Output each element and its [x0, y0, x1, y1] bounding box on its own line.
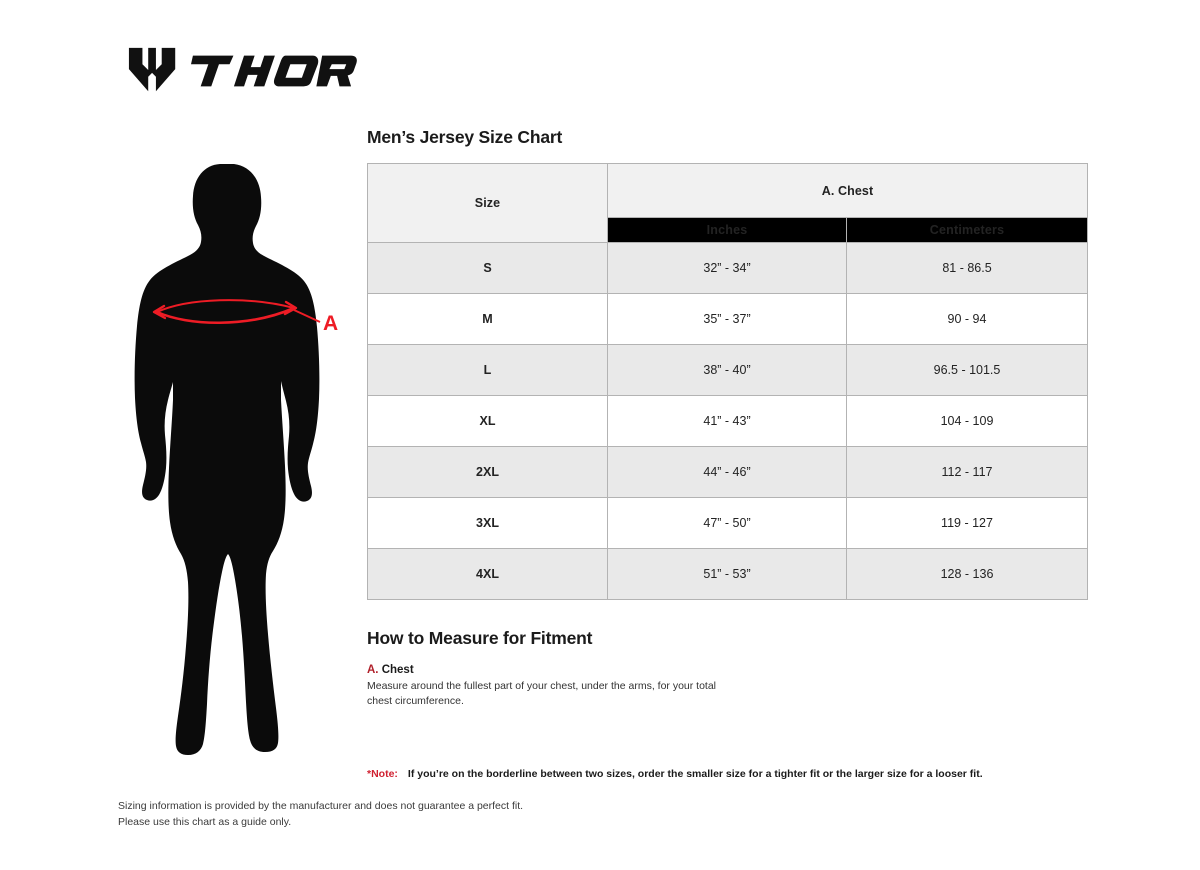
table-row: 4XL 51” - 53” 128 - 136 — [367, 548, 1089, 601]
how-to-measure-title: How to Measure for Fitment — [367, 628, 593, 649]
cell-size: 3XL — [367, 497, 608, 550]
measure-item-chest: A. Chest Measure around the fullest part… — [367, 664, 1087, 709]
table-header: Size A. Chest Inches Centimeters — [367, 163, 1089, 244]
cell-cm: 112 - 117 — [845, 446, 1089, 499]
table-row: L 38” - 40” 96.5 - 101.5 — [367, 344, 1089, 397]
brand-logo — [127, 42, 357, 100]
cell-size: 4XL — [367, 548, 608, 601]
measure-item-key: A. — [367, 664, 379, 677]
cell-size: 2XL — [367, 446, 608, 499]
thor-wordmark — [191, 55, 357, 87]
measure-item-description: Measure around the fullest part of your … — [367, 680, 717, 708]
cell-size: XL — [367, 395, 608, 448]
size-chart-table: Size A. Chest Inches Centimeters S 32” -… — [367, 163, 1089, 601]
cell-cm: 104 - 109 — [845, 395, 1089, 448]
measure-item-label: A. Chest — [367, 664, 1087, 676]
cell-size: M — [367, 293, 608, 346]
column-header-centimeters: Centimeters — [845, 217, 1089, 244]
cell-cm: 96.5 - 101.5 — [845, 344, 1089, 397]
measure-item-name: Chest — [381, 664, 414, 677]
column-header-size: Size — [367, 163, 608, 244]
cell-inches: 51” - 53” — [607, 548, 847, 601]
cell-size: S — [367, 242, 608, 295]
table-row: M 35” - 37” 90 - 94 — [367, 293, 1089, 346]
note-label: *Note: — [367, 768, 398, 780]
disclaimer: Sizing information is provided by the ma… — [118, 798, 523, 831]
chest-callout-label: A — [323, 312, 338, 335]
cell-cm: 128 - 136 — [845, 548, 1089, 601]
disclaimer-line-2: Please use this chart as a guide only. — [118, 816, 292, 829]
table-row: S 32” - 34” 81 - 86.5 — [367, 242, 1089, 295]
cell-inches: 41” - 43” — [607, 395, 847, 448]
cell-cm: 90 - 94 — [845, 293, 1089, 346]
male-figure-silhouette: A — [134, 164, 338, 755]
cell-inches: 44” - 46” — [607, 446, 847, 499]
table-row: XL 41” - 43” 104 - 109 — [367, 395, 1089, 448]
cell-size: L — [367, 344, 608, 397]
cell-inches: 35” - 37” — [607, 293, 847, 346]
cell-inches: 38” - 40” — [607, 344, 847, 397]
table-row: 3XL 47” - 50” 119 - 127 — [367, 497, 1089, 550]
note-line: *Note: If you’re on the borderline betwee… — [367, 768, 983, 780]
table-body: S 32” - 34” 81 - 86.5 M 35” - 37” 90 - 9… — [367, 242, 1089, 601]
page-title: Men’s Jersey Size Chart — [367, 127, 563, 147]
column-header-chest-group: A. Chest — [606, 163, 1089, 219]
how-to-measure-section: How to Measure for Fitment A. Chest Meas… — [367, 628, 1087, 709]
note-text: If you’re on the borderline between two … — [407, 768, 983, 780]
cell-cm: 119 - 127 — [845, 497, 1089, 550]
disclaimer-line-1: Sizing information is provided by the ma… — [118, 800, 524, 812]
table-row: 2XL 44” - 46” 112 - 117 — [367, 446, 1089, 499]
cell-cm: 81 - 86.5 — [845, 242, 1089, 295]
cell-inches: 47” - 50” — [607, 497, 847, 550]
body-silhouette-illustration: A — [118, 160, 348, 760]
cell-inches: 32” - 34” — [607, 242, 847, 295]
thor-shield-icon — [128, 47, 176, 92]
chest-measure-line — [152, 299, 321, 325]
size-chart-content: Men’s Jersey Size Chart Size A. Chest In… — [367, 127, 1089, 710]
column-header-inches: Inches — [607, 217, 847, 244]
